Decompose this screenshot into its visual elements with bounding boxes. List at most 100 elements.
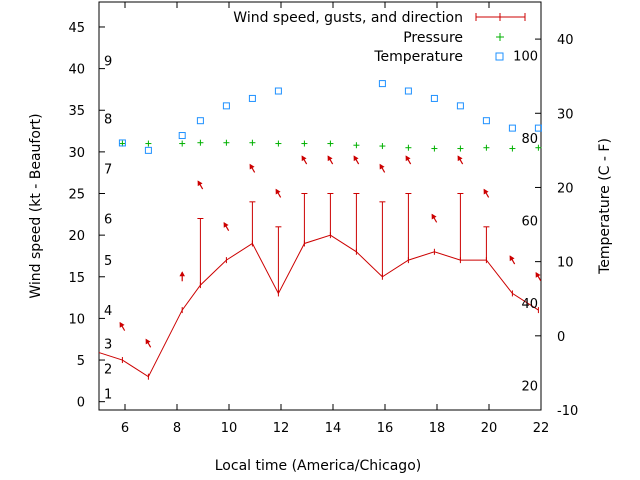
x-tick-label: 12 [273,421,290,436]
wind-arrow-head [379,163,385,170]
x-tick-label: 10 [221,421,238,436]
wind-arrow [179,271,185,282]
y-tick-label: 45 [68,21,85,36]
wind-arrow-head [483,188,489,195]
beaufort-label: 6 [104,212,112,227]
temperature-point [178,132,186,140]
axis-ticks: 6 8 10 12 14 16 18 20 22051015202530354045-10010… [68,2,578,436]
legend-swatch-pressure [496,33,504,41]
wind-arrow-head [535,271,541,278]
pressure-point [145,140,152,147]
wind-arrow [119,321,126,331]
x-tick-label: 22 [533,421,550,436]
y2-tick-label: 30 [557,107,574,122]
y2-tick-label: -10 [557,404,578,419]
x-tick-label: 6 [121,421,129,436]
pressure-point [405,144,412,151]
wind-arrow-head [457,155,463,162]
pressure-point [353,142,360,149]
pressure-point [249,139,256,146]
wind-arrow [249,163,256,173]
wind-arrow-head [179,271,185,277]
y-axis-title: Wind speed (kt - Beaufort) [28,113,44,298]
wind-arrow [353,155,360,165]
y2-tick-label: 0 [557,330,565,345]
pressure-point [379,143,386,150]
temperature-point [118,139,126,147]
wind-arrow-head [405,155,411,162]
beaufort-label: 3 [104,337,112,352]
pressure-point [431,145,438,152]
beaufort-labels: 1 2 3 4 5 6 7 8 9 [104,54,112,402]
wind-line [98,234,539,378]
wind-arrow [197,180,204,190]
wind-arrow [509,255,516,265]
gust-bars [197,193,490,294]
wind-arrow [275,188,282,198]
temperature-point [456,102,464,110]
x-tick-label: 16 [377,421,394,436]
temperature-point [404,87,412,95]
y-tick-label: 40 [68,63,85,78]
fahrenheit-label: 40 [521,297,538,312]
fahrenheit-label: 80 [521,132,538,147]
y-tick-label: 30 [68,146,85,161]
pressure-point [301,140,308,147]
temperature-point [378,80,386,88]
temperature-point [508,124,516,132]
wind-arrow-head [431,213,437,220]
wind-arrow [405,155,412,165]
pressure-point [483,144,490,151]
wind-arrow-head [275,188,281,195]
pressure-point [327,140,334,147]
wind-arrow [535,271,542,281]
beaufort-label: 5 [104,254,112,269]
wind-direction-arrows [119,155,542,348]
y2-tick-label: 40 [557,33,574,48]
y-tick-label: 35 [68,104,85,119]
pressure-point [223,139,230,146]
temperature-point [196,117,204,125]
legend-label-wind: Wind speed, gusts, and direction [233,10,463,26]
y-tick-label: 10 [68,312,85,327]
wind-arrow-head [249,163,255,170]
wind-arrow-head [197,180,203,187]
temperature-point [430,94,438,102]
legend-label-temperature: Temperature [373,49,463,65]
wind-arrow [223,222,230,232]
beaufort-label: 7 [104,163,112,178]
plot-frame [98,1,542,411]
beaufort-label: 9 [104,54,112,69]
wind-arrow-head [119,321,125,328]
fahrenheit-label: 20 [521,379,538,394]
x-tick-label: 18 [429,421,446,436]
wind-arrow-head [353,155,359,162]
temperature-point [144,146,152,154]
temperature-point [534,124,542,132]
x-tick-label: 8 [173,421,181,436]
x-tick-label: 20 [481,421,498,436]
temperature-point [482,117,490,125]
legend-swatch-temperature [495,52,504,61]
fahrenheit-label: 100 [513,50,538,65]
pressure-series [119,139,542,152]
y-tick-label: 5 [77,354,85,369]
pressure-point [179,140,186,147]
beaufort-label: 2 [104,362,112,377]
pressure-point [197,139,204,146]
wind-series [98,232,539,380]
beaufort-label: 8 [104,113,112,128]
x-tick-label: 14 [325,421,342,436]
y-tick-label: 15 [68,271,85,286]
y2-axis-title: Temperature (C - F) [597,138,613,275]
wind-arrow-head [327,155,333,162]
y-tick-label: 20 [68,229,85,244]
wind-arrow [379,163,386,173]
wind-arrow [431,213,438,223]
wind-arrow [457,155,464,165]
wind-arrow-head [223,222,229,228]
wind-arrow [327,155,334,165]
temperature-point [248,94,256,102]
beaufort-label: 4 [104,304,112,319]
